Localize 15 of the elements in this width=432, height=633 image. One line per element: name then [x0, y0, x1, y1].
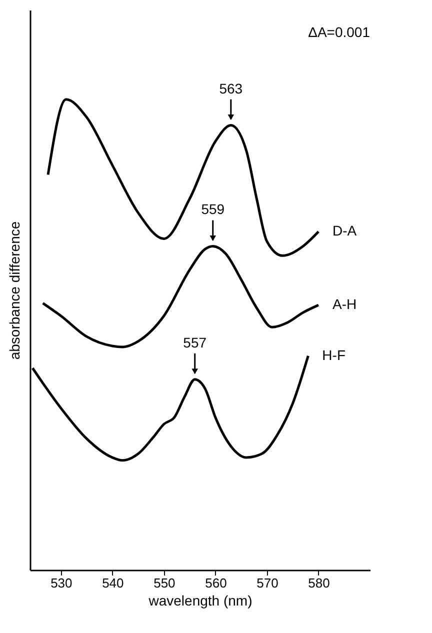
x-tick-label: 580: [308, 576, 330, 590]
series-label: A-H: [332, 296, 357, 312]
x-tick-label: 540: [102, 576, 124, 590]
annotation: 557: [183, 334, 207, 350]
y-axis-title: absorbance difference: [6, 221, 22, 360]
text: ΔA=0.001: [308, 24, 370, 40]
x-tick-label: 570: [256, 576, 278, 590]
x-tick-label: 560: [205, 576, 227, 590]
x-tick-label: 550: [154, 576, 176, 590]
series-label: H-F: [322, 346, 346, 363]
x-tick-label: 530: [50, 576, 72, 590]
x-axis-title: wavelength (nm): [148, 592, 252, 608]
series-label: D-A: [332, 222, 358, 239]
annotation: 559: [201, 201, 225, 218]
annotation: 563: [219, 80, 243, 96]
